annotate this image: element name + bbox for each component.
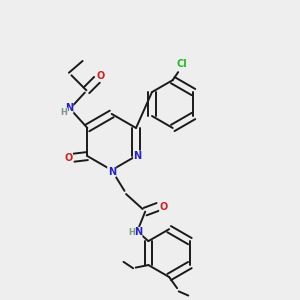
Text: N: N: [134, 151, 142, 161]
Text: N: N: [108, 167, 116, 177]
Text: O: O: [96, 71, 105, 81]
Text: H: H: [61, 108, 68, 117]
Text: O: O: [64, 153, 72, 163]
Text: Cl: Cl: [176, 58, 187, 68]
Text: O: O: [160, 202, 168, 212]
Text: H: H: [128, 228, 135, 237]
Text: N: N: [134, 227, 142, 237]
Text: N: N: [65, 103, 73, 113]
